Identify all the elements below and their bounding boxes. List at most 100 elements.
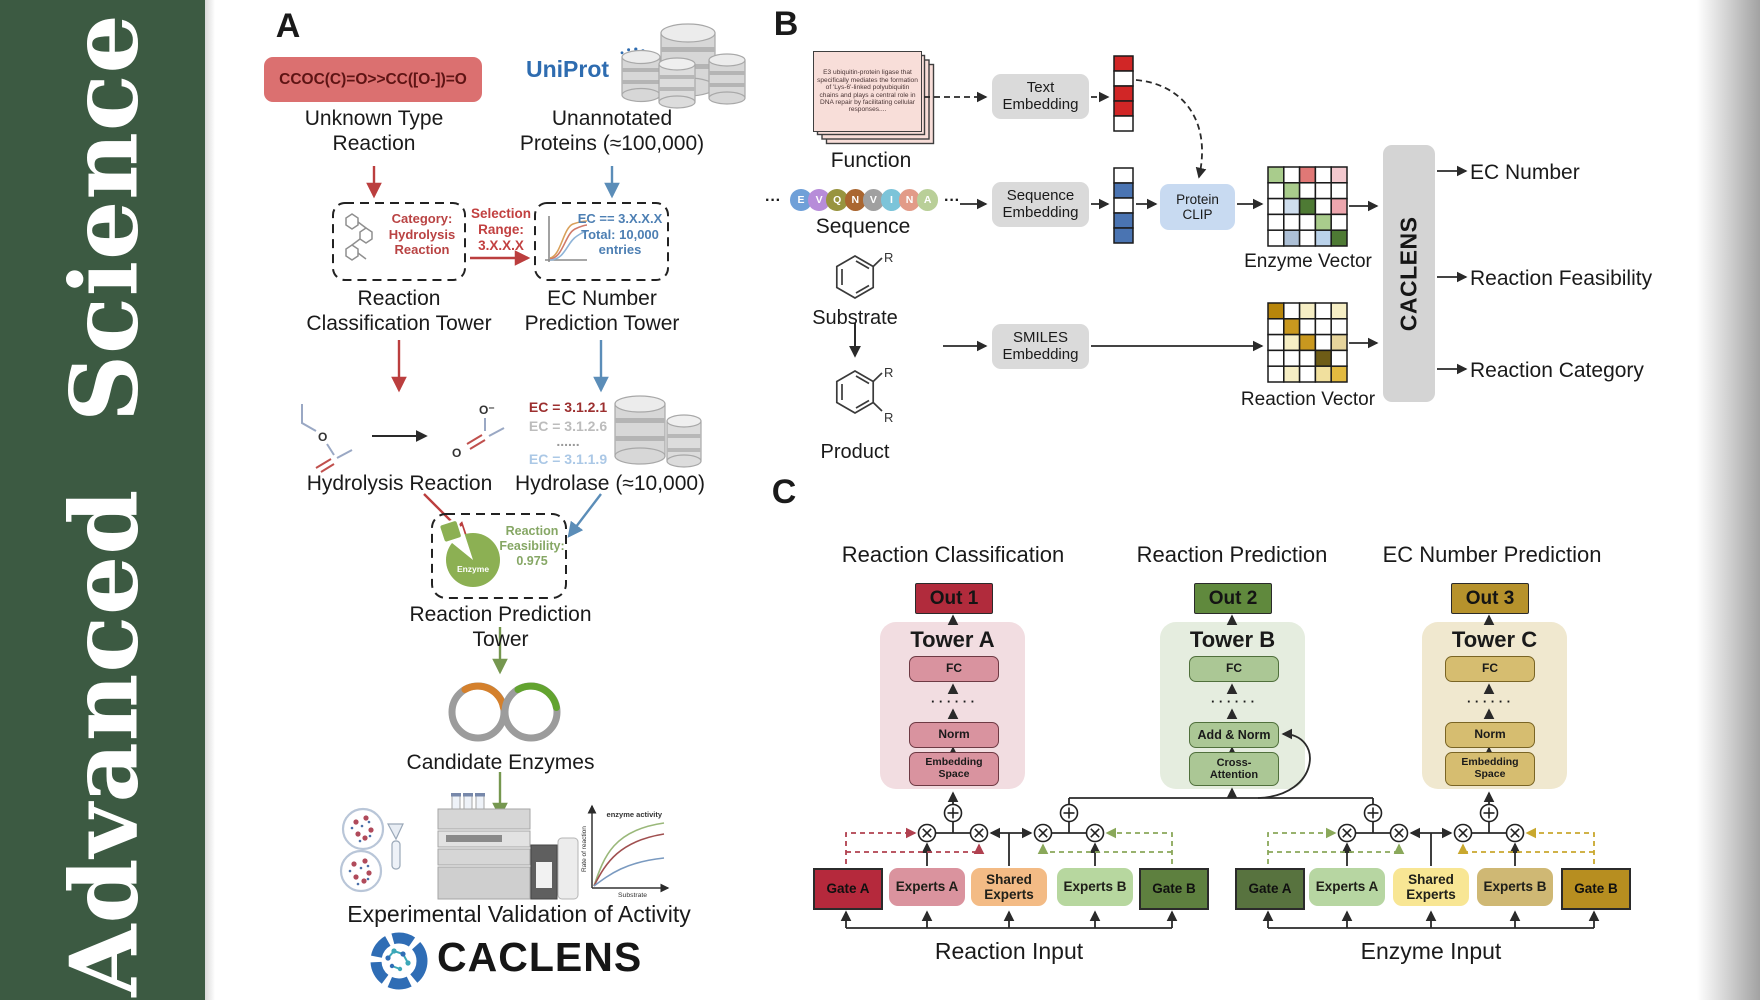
dashed-module-boxes xyxy=(332,202,669,599)
smiles-embedding-module: SMILES Embedding xyxy=(992,324,1089,369)
task-title-reaction-prediction: Reaction Prediction xyxy=(1136,542,1328,567)
tower-c-title: Tower C xyxy=(1451,627,1538,652)
panel-b-label: B xyxy=(773,5,799,43)
reaction-classification-tower-label: Reaction Classification Tower xyxy=(306,287,492,336)
sequence-label: Sequence xyxy=(815,215,911,238)
uniprot-wordmark: UniProt xyxy=(526,56,610,82)
hydrolase-label: Hydrolase (≈10,000) xyxy=(514,472,706,495)
enzyme-gate-a: Gate A xyxy=(1235,868,1305,910)
product-molecule xyxy=(835,370,883,414)
tower-a-title: Tower A xyxy=(910,627,995,652)
journal-sidebar: Advanced Science xyxy=(0,0,205,1000)
tower-a-fc: FC xyxy=(909,656,999,682)
panel-c-label: C xyxy=(771,473,797,511)
multiply-node xyxy=(1337,823,1357,843)
tower-b-dots: · · · · · · xyxy=(1210,694,1256,709)
tower-b-title: Tower B xyxy=(1189,627,1276,652)
enzyme-experts-b: Experts B xyxy=(1477,868,1553,906)
tower-a-norm: Norm xyxy=(909,722,999,748)
enzyme-gate-b: Gate B xyxy=(1561,868,1631,910)
task-title-ec-number-prediction: EC Number Prediction xyxy=(1382,542,1602,567)
ec-list-last: EC = 3.1.1.9 xyxy=(528,451,608,467)
text-embedding-module: Text Embedding xyxy=(992,74,1089,119)
sequence-residue: I xyxy=(880,189,903,211)
multiply-node xyxy=(1505,823,1525,843)
output-reaction-category: Reaction Category xyxy=(1470,359,1644,382)
sequence-residue: E xyxy=(790,189,812,211)
enzyme-experts-a: Experts A xyxy=(1309,868,1385,906)
caclens-module-label: CACLENS xyxy=(1395,216,1422,331)
plot-annotation: enzyme activity xyxy=(607,810,663,819)
enzyme-vector-grid xyxy=(1267,166,1348,247)
hydrolysis-reaction-molecules: O O⁻ O xyxy=(301,403,505,473)
reaction-gate-a: Gate A xyxy=(813,868,883,910)
sequence-embedding-vector xyxy=(1113,167,1134,244)
function-card: E3 ubiquitin-protein ligase that specifi… xyxy=(813,51,922,132)
output-ec-number: EC Number xyxy=(1470,161,1580,184)
ec-list-first: EC = 3.1.2.1 xyxy=(528,399,608,415)
out-3-box: Out 3 xyxy=(1451,583,1529,614)
ec-database-icons xyxy=(614,395,702,468)
sequence-residue: Q xyxy=(826,189,848,211)
selection-range-label: Selection Range: 3.X.X.X xyxy=(470,206,532,254)
tower-c-fc: FC xyxy=(1445,656,1535,682)
panel-b-arrows xyxy=(924,79,1468,375)
unknown-reaction-label: Unknown Type Reaction xyxy=(304,107,444,156)
activity-plot-icon: Rate of reaction Substrate enzyme activi… xyxy=(581,804,670,899)
sequence-residue: N xyxy=(844,189,867,211)
smiles-reaction-box: CCOC(C)=O>>CC([O-])=O xyxy=(264,57,482,102)
sequence-ellipsis-left: ··· xyxy=(765,192,781,209)
add-node xyxy=(1479,803,1499,823)
sequence-residue: N xyxy=(898,189,921,211)
multiply-node xyxy=(969,823,989,843)
plasmid-icons xyxy=(448,682,561,742)
oxygen-anion-atom: O⁻ xyxy=(479,403,495,417)
ec-curves-icon xyxy=(545,216,588,262)
gate-dashed-lines xyxy=(845,827,1595,864)
protein-clip-module: Protein CLIP xyxy=(1160,184,1235,230)
out-2-box: Out 2 xyxy=(1194,583,1272,614)
oxygen-atom: O xyxy=(318,430,327,444)
mixing-nodes xyxy=(917,803,1525,843)
microscopy-icons xyxy=(339,807,404,893)
function-label: Function xyxy=(830,149,912,172)
reaction-gate-b: Gate B xyxy=(1139,868,1209,910)
protein-database-icons xyxy=(621,23,746,109)
ec-list-second: EC = 3.1.2.6 xyxy=(528,418,608,434)
reaction-experts-a: Experts A xyxy=(889,868,965,906)
tower-c-dots: · · · · · · xyxy=(1466,694,1512,709)
multiply-node xyxy=(1085,823,1105,843)
substrate-label: Substrate xyxy=(812,307,898,329)
product-r-group-1: R xyxy=(884,365,893,380)
reaction-experts-b: Experts B xyxy=(1057,868,1133,906)
enzyme-icon xyxy=(438,519,500,587)
sequence-ellipsis-right: ··· xyxy=(944,192,960,209)
ec-range-box-label: EC == 3.X.X.X Total: 10,000 entries xyxy=(577,211,663,258)
add-node xyxy=(1059,803,1079,823)
ec-number-prediction-tower-label: EC Number Prediction Tower xyxy=(524,287,680,336)
caclens-wordmark: CACLENS xyxy=(437,934,643,980)
enzyme-badge: Enzyme xyxy=(456,564,490,574)
sequence-residue: V xyxy=(808,189,830,211)
tower-a-embedding-space: Embedding Space xyxy=(909,752,999,786)
molecule-scribble-icon xyxy=(345,213,373,261)
multiply-node xyxy=(1033,823,1053,843)
tower-c-norm: Norm xyxy=(1445,722,1535,748)
multiply-node xyxy=(1453,823,1473,843)
panel-a-label: A xyxy=(275,7,301,45)
sequence-residue: V xyxy=(862,189,885,211)
multiply-node xyxy=(917,823,937,843)
product-label: Product xyxy=(820,441,890,463)
product-r-group-2: R xyxy=(884,410,893,425)
reaction-vector-grid xyxy=(1267,302,1348,383)
page-seam xyxy=(205,0,215,1000)
multiply-node xyxy=(1389,823,1409,843)
reaction-shared-experts: Shared Experts xyxy=(971,868,1047,906)
candidate-enzymes-label: Candidate Enzymes xyxy=(406,751,595,774)
tower-b-add-norm: Add & Norm xyxy=(1189,722,1279,748)
tower-b-fc: FC xyxy=(1189,656,1279,682)
task-title-reaction-classification: Reaction Classification xyxy=(841,542,1065,567)
experimental-validation-label: Experimental Validation of Activity xyxy=(347,901,691,927)
ec-list-ellipsis: ...... xyxy=(556,433,580,449)
